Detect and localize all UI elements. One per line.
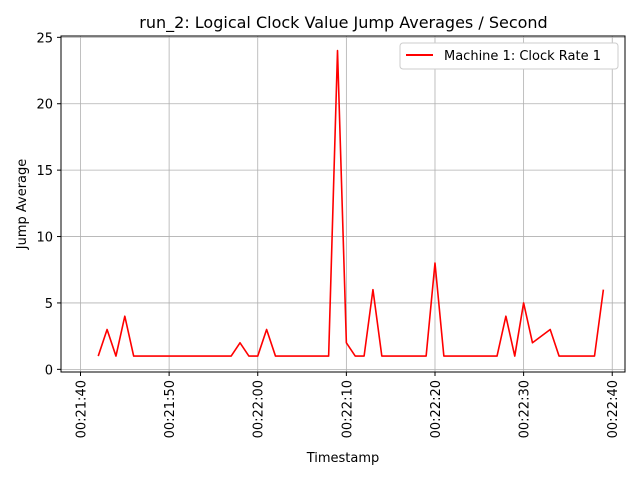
y-tick-label: 20 <box>36 98 53 113</box>
legend-label-machine-1: Machine 1: Clock Rate 1 <box>444 49 601 64</box>
x-tick-label: 00:22:10 <box>340 380 355 438</box>
x-tick-label: 00:21:50 <box>163 380 178 438</box>
y-axis-label: Jump Average <box>15 159 30 251</box>
legend-box <box>399 42 619 70</box>
chart-title: run_2: Logical Clock Value Jump Averages… <box>139 13 547 33</box>
x-axis: 00:21:40 00:21:50 00:22:00 00:22:10 00:22:20… <box>74 372 621 438</box>
y-tick-label: 5 <box>45 297 53 312</box>
series-line-1 <box>97 49 605 357</box>
x-tick-label: 00:22:20 <box>429 380 444 438</box>
y-tick-label: 0 <box>45 363 53 378</box>
y-tick-label: 10 <box>36 231 53 246</box>
x-tick-label: 00:22:00 <box>252 380 267 438</box>
legend: Machine 1: Clock Rate 1 <box>399 42 619 70</box>
grid-lines <box>61 36 625 372</box>
series-layer <box>97 49 605 357</box>
y-tick-label: 25 <box>36 31 53 46</box>
x-tick-label: 00:22:30 <box>518 380 533 438</box>
y-tick-label: 15 <box>36 164 53 179</box>
x-tick-label: 00:21:40 <box>74 380 89 438</box>
plot-frame <box>60 35 626 373</box>
y-axis: 0 5 10 15 20 25 <box>36 31 61 378</box>
x-tick-label: 00:22:40 <box>606 380 621 438</box>
x-axis-label: Timestamp <box>306 451 380 466</box>
